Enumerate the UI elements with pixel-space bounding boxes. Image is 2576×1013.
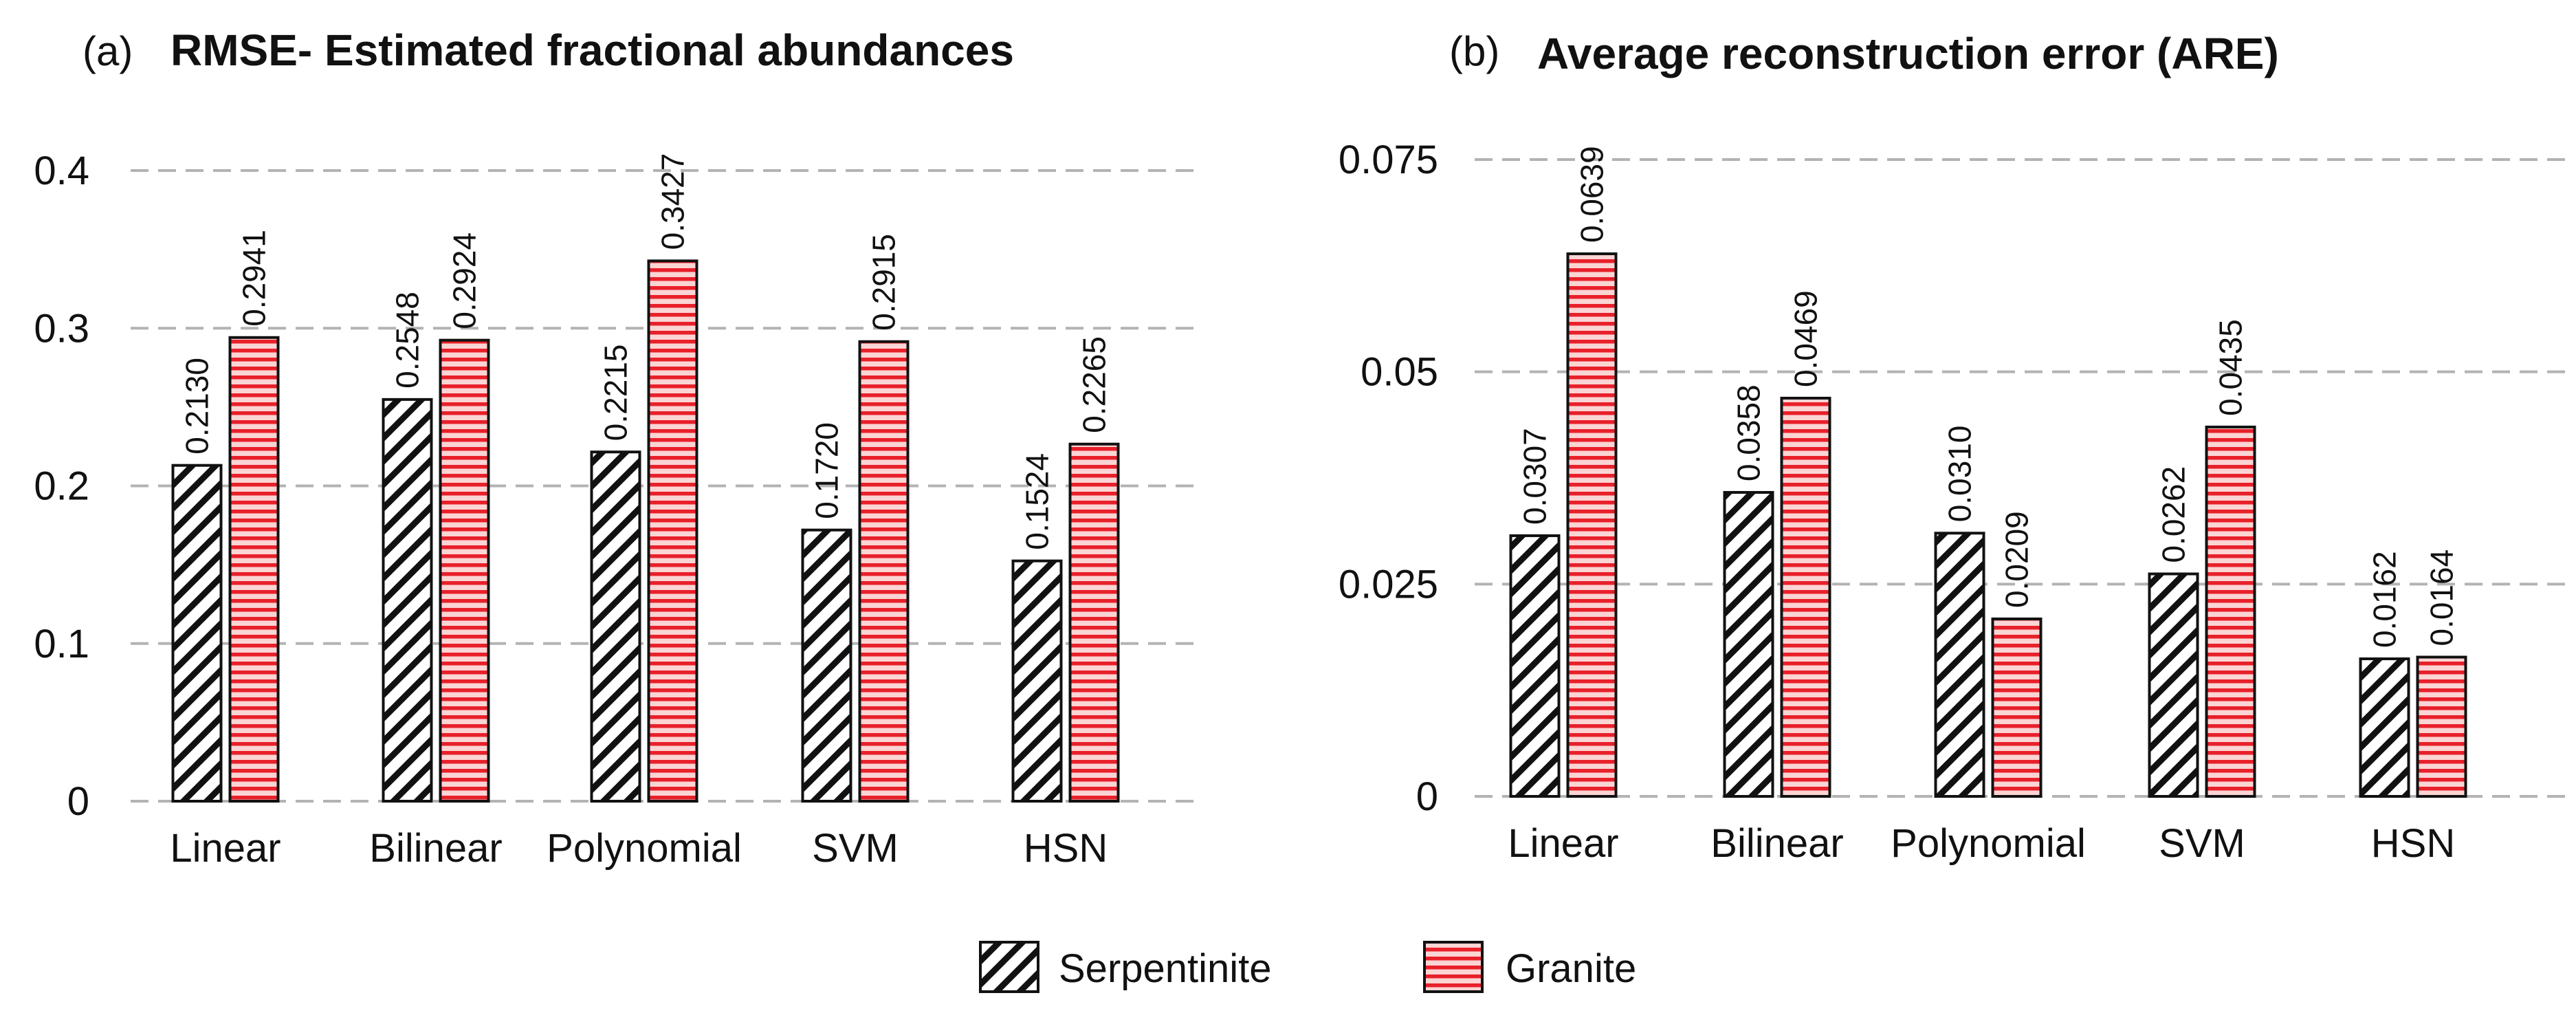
data-label-granite: 0.2941 — [236, 230, 272, 327]
legend-swatch-serpentinite — [979, 941, 1039, 993]
bar-granite-hsn — [2416, 655, 2467, 798]
bar-serpentinite-hsn — [1011, 559, 1063, 803]
legend-label-serpentinite: Serpentinite — [1059, 946, 1272, 991]
x-tick-label: SVM — [2159, 821, 2245, 866]
data-label-granite: 0.0639 — [1574, 146, 1610, 243]
x-tick-label: Bilinear — [369, 826, 502, 871]
data-labels: 0.2130 0.2941 0.2548 0.2924 0.2215 0.3427 0.17… — [179, 153, 1112, 550]
bar-granite-svm — [858, 340, 910, 803]
bar-group — [1509, 252, 2467, 798]
bar-group — [171, 259, 1120, 803]
bar-granite-bilinear — [1780, 396, 1831, 798]
y-tick-label: 0 — [1416, 774, 1438, 819]
data-label-granite: 0.2265 — [1077, 336, 1112, 433]
x-tick-label: HSN — [1024, 826, 1108, 871]
data-label-serpentinite: 0.0262 — [2156, 466, 2192, 563]
x-axis-categories: Linear Bilinear Polynomial SVM HSN — [1508, 821, 2455, 866]
data-label-granite: 0.0164 — [2424, 549, 2460, 646]
bar-granite-bilinear — [439, 338, 490, 803]
data-label-granite: 0.0435 — [2213, 319, 2249, 416]
legend-label-granite: Granite — [1506, 946, 1636, 991]
bar-granite-linear — [228, 336, 280, 803]
chart-panel-rmse: (a) RMSE- Estimated fractional abundance… — [34, 25, 1200, 871]
y-tick-label: 0.1 — [34, 622, 89, 666]
data-label-serpentinite: 0.0358 — [1731, 384, 1767, 481]
bar-serpentinite-svm — [2148, 572, 2199, 798]
x-tick-label: HSN — [2371, 821, 2455, 866]
y-axis-ticks: 0 0.025 0.05 0.075 — [1339, 138, 1438, 819]
y-tick-label: 0.025 — [1339, 562, 1438, 607]
y-tick-label: 0.3 — [34, 306, 89, 351]
data-label-serpentinite: 0.0307 — [1517, 428, 1553, 525]
y-tick-label: 0.05 — [1361, 350, 1438, 395]
y-axis-ticks: 0 0.1 0.2 0.3 0.4 — [34, 149, 89, 824]
data-label-granite: 0.0469 — [1788, 290, 1824, 387]
data-label-granite: 0.3427 — [655, 153, 691, 250]
bar-serpentinite-polynomial — [590, 450, 641, 803]
y-tick-label: 0 — [67, 779, 89, 824]
legend-swatch-granite — [1423, 941, 1484, 993]
bar-serpentinite-polynomial — [1934, 532, 1985, 798]
data-label-serpentinite: 0.1524 — [1020, 453, 1055, 550]
x-tick-label: Linear — [170, 826, 280, 871]
chart-title: RMSE- Estimated fractional abundances — [170, 25, 1014, 75]
bar-granite-polynomial — [647, 259, 698, 803]
bar-granite-polynomial — [1991, 617, 2043, 798]
data-label-serpentinite: 0.2130 — [179, 358, 215, 455]
data-label-granite: 0.2915 — [866, 234, 902, 331]
x-tick-label: Bilinear — [1710, 821, 1843, 866]
y-tick-label: 0.4 — [34, 149, 89, 193]
y-tick-label: 0.2 — [34, 464, 89, 509]
data-label-granite: 0.0209 — [1999, 511, 2035, 608]
chart-panel-are: (b) Average reconstruction error (ARE) 0… — [1339, 28, 2568, 866]
x-tick-label: Polynomial — [547, 826, 742, 871]
data-label-serpentinite: 0.2215 — [598, 345, 634, 442]
chart-title: Average reconstruction error (ARE) — [1537, 29, 2279, 78]
x-tick-label: Polynomial — [1891, 821, 2086, 866]
bar-serpentinite-linear — [1509, 534, 1561, 798]
x-tick-label: Linear — [1508, 821, 1618, 866]
x-tick-label: SVM — [812, 826, 899, 871]
bar-granite-linear — [1566, 252, 1618, 798]
panel-letter: (b) — [1449, 28, 1499, 74]
bar-serpentinite-hsn — [2359, 657, 2410, 798]
data-label-serpentinite: 0.2548 — [390, 292, 426, 389]
bar-serpentinite-svm — [801, 528, 852, 803]
data-label-serpentinite: 0.1720 — [809, 422, 845, 519]
data-label-granite: 0.2924 — [447, 232, 483, 329]
x-axis-categories: Linear Bilinear Polynomial SVM HSN — [170, 826, 1108, 871]
bar-serpentinite-bilinear — [382, 397, 433, 803]
bar-granite-hsn — [1068, 442, 1120, 803]
bar-serpentinite-linear — [171, 464, 223, 803]
data-label-serpentinite: 0.0162 — [2367, 551, 2403, 648]
panel-letter: (a) — [82, 28, 133, 74]
legend: Serpentinite Granite — [979, 941, 1636, 993]
bar-granite-svm — [2205, 425, 2256, 798]
y-tick-label: 0.075 — [1339, 138, 1438, 182]
bar-serpentinite-bilinear — [1723, 490, 1774, 798]
data-label-serpentinite: 0.0310 — [1942, 426, 1978, 523]
data-labels: 0.0307 0.0639 0.0358 0.0469 0.0310 0.0209 0.02… — [1517, 146, 2460, 648]
